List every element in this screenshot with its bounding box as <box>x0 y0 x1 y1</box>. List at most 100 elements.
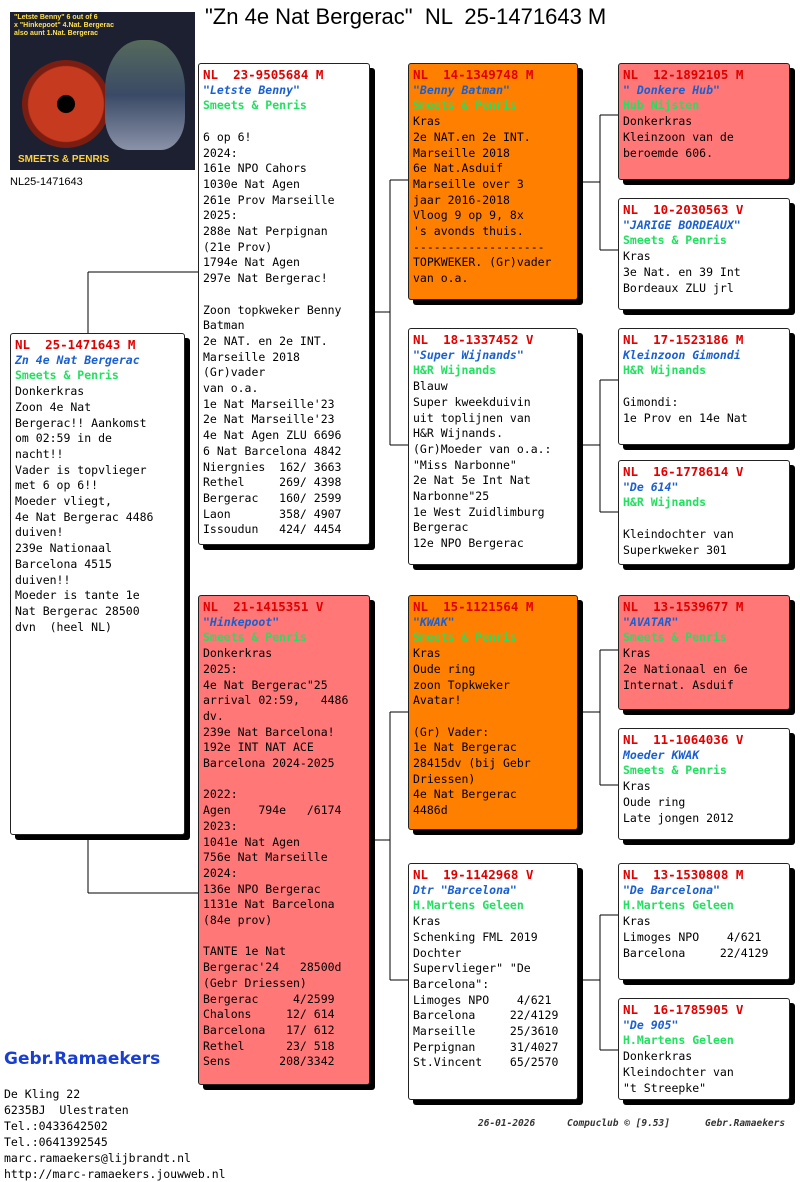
note-line: Chalons 12/ 614 <box>203 1007 335 1022</box>
note-line: 2025: <box>203 208 238 223</box>
owner: Smeets & Penris <box>203 630 307 645</box>
note-line: Blauw <box>413 379 448 394</box>
note-line: Zoon 4e Nat <box>15 399 92 414</box>
note-block: 2022: Agen 794e /6174 2023: 1041e Nat Agen 7… <box>203 787 365 928</box>
pigeon-box: NL 15-1121564 M "KWAK" Smeets & Penris Kras… <box>408 595 578 830</box>
note-line: 2023: <box>203 818 238 833</box>
pigeon-name: "Hinkepoot" <box>203 614 280 629</box>
pigeon-box: NL 14-1349748 M "Benny Batman" Smeets & Pe… <box>408 63 578 300</box>
ring-number: NL 19-1142968 V <box>413 867 534 882</box>
note-line: Vader is topvlieger <box>15 462 147 477</box>
ring-number: NL 15-1121564 M <box>413 599 534 614</box>
note-line: 1030e Nat Agen <box>203 176 300 191</box>
note-line: Kras <box>623 779 651 794</box>
caption-line: x "Hinkepoot" 4.Nat. Bergerac <box>14 22 114 29</box>
note-line: (Gr)Moeder van o.a.: <box>413 441 552 456</box>
note-line: Oude ring <box>623 794 686 809</box>
note-line: Superkweker 301 <box>623 542 727 557</box>
note-line: Kras <box>623 914 651 929</box>
note-line: 6 op 6! <box>203 129 252 144</box>
note-line: Zoon topkweker Benny <box>203 302 342 317</box>
note-block: Gimondi: 1e Prov en 14e Nat <box>623 395 785 426</box>
ring-number: NL 16-1778614 V <box>623 464 744 479</box>
note-line: 2024: <box>203 145 238 160</box>
note-line: van o.a. <box>203 381 259 396</box>
note-block: Donkerkras 2025: 4e Nat Bergerac"25 arrival… <box>203 646 365 772</box>
note-line: St.Vincent 65/2570 <box>413 1055 559 1070</box>
footer-software: Compuclub © [9.53] <box>567 1118 670 1129</box>
note-line: van o.a. <box>413 271 469 286</box>
owner: Smeets & Penris <box>15 368 119 383</box>
note-line: 4e Nat Bergerac <box>413 787 517 802</box>
ring-number: NL 23-9505684 M <box>203 67 324 82</box>
pigeon-name: Moeder KWAK <box>623 747 700 762</box>
note-line: Bergerac 4/2599 <box>203 991 335 1006</box>
note-line: 1e Nat Bergerac <box>413 740 517 755</box>
breeder-line: http://marc-ramaekers.jouwweb.nl <box>4 1167 226 1181</box>
ring-number: NL 17-1523186 M <box>623 332 744 347</box>
note-block: Kleindochter van Superkweker 301 <box>623 527 785 558</box>
note-line: Super kweekduivin <box>413 394 531 409</box>
ring-number: NL 21-1415351 V <box>203 599 324 614</box>
owner: Smeets & Penris <box>413 98 517 113</box>
note-line: (Gr)vader <box>203 365 266 380</box>
note-line: jaar 2016-2018 <box>413 192 510 207</box>
note-line: Internat. Asduif <box>623 677 734 692</box>
note-line: Niergnies 162/ 3663 <box>203 459 342 474</box>
note-line: Perpignan 31/4027 <box>413 1039 559 1054</box>
note-line: Kleinzoon van de <box>623 129 734 144</box>
note-line: "Miss Narbonne" <box>413 457 517 472</box>
breeder-line: Tel.:0433642502 <box>4 1119 108 1133</box>
owner: Smeets & Penris <box>623 233 727 248</box>
note-line: Kras <box>413 914 441 929</box>
note-line: Late jongen 2012 <box>623 810 734 825</box>
note-line: 136e NPO Bergerac <box>203 881 321 896</box>
note-block: Zoon topkweker Benny Batman 2e NAT. en 2e … <box>203 303 365 539</box>
owner: Hub Nijsten <box>623 98 700 113</box>
note-line: Sens 208/3342 <box>203 1054 335 1069</box>
note-line: Rethel 269/ 4398 <box>203 475 342 490</box>
pigeon-box: NL 16-1778614 V "De 614" H&R Wijnands Klein… <box>618 460 790 565</box>
footer-date: 26-01-2026 <box>478 1118 536 1129</box>
note-line: 4e Nat Bergerac 4486 <box>15 509 154 524</box>
note-line: Dochter <box>413 945 462 960</box>
note-line: Marseille 25/3610 <box>413 1024 559 1039</box>
note-line: dv. <box>203 708 224 723</box>
owner: H.Martens Geleen <box>623 898 734 913</box>
note-line: Nat Bergerac 28500 <box>15 603 140 618</box>
bird <box>105 40 185 150</box>
pigeon-name: "AVATAR" <box>623 614 679 629</box>
owner: Smeets & Penris <box>413 630 517 645</box>
breeder-line: Tel.:0641392545 <box>4 1135 108 1149</box>
pigeon-name: "De 905" <box>623 1017 679 1032</box>
note-line: 161e NPO Cahors <box>203 161 307 176</box>
caption-line: "Letste Benny" 6 out of 6 <box>14 14 98 21</box>
note-line: met 6 op 6!! <box>15 478 99 493</box>
note-line: Marseille 2018 <box>203 349 300 364</box>
note-block: TANTE 1e Nat Bergerac'24 28500d (Gebr Drie… <box>203 944 365 1070</box>
pigeon-box: NL 19-1142968 V Dtr "Barcelona" H.Martens … <box>408 863 578 1100</box>
note-line: Bergerac <box>413 520 469 535</box>
note-line: Vloog 9 op 9, 8x <box>413 208 524 223</box>
owner: H&R Wijnands <box>623 363 707 378</box>
note-line: Issoudun 424/ 4454 <box>203 522 342 537</box>
note-block: Blauw Super kweekduivin uit toplijnen van H… <box>413 379 573 552</box>
note-line: Barcelona 17/ 612 <box>203 1022 335 1037</box>
title: "Zn 4e Nat Bergerac" NL 25-1471643 M <box>205 4 607 29</box>
pigeon-name: "KWAK" <box>413 614 455 629</box>
note-block: 6 op 6! 2024: 161e NPO Cahors 1030e Nat Age… <box>203 130 365 287</box>
photo-label: NL25-1471643 <box>10 176 83 188</box>
eye <box>22 60 110 148</box>
note-block: Kras 2e Nationaal en 6e Internat. Asduif <box>623 646 785 693</box>
note-line: 2022: <box>203 787 238 802</box>
note-line: 2e Nat 5e Int Nat <box>413 473 531 488</box>
owner: Smeets & Penris <box>623 630 727 645</box>
note-line: Rethel 23/ 518 <box>203 1038 335 1053</box>
note-line: Limoges NPO 4/621 <box>623 929 762 944</box>
note-line: Gimondi: <box>623 394 679 409</box>
note-line: 28415dv (bij Gebr <box>413 756 531 771</box>
note-line: (Gebr Driessen) <box>203 975 307 990</box>
note-line: Donkerkras <box>15 384 85 399</box>
note-line: uit toplijnen van <box>413 410 531 425</box>
note-line: arrival 02:59, 4486 <box>203 693 349 708</box>
